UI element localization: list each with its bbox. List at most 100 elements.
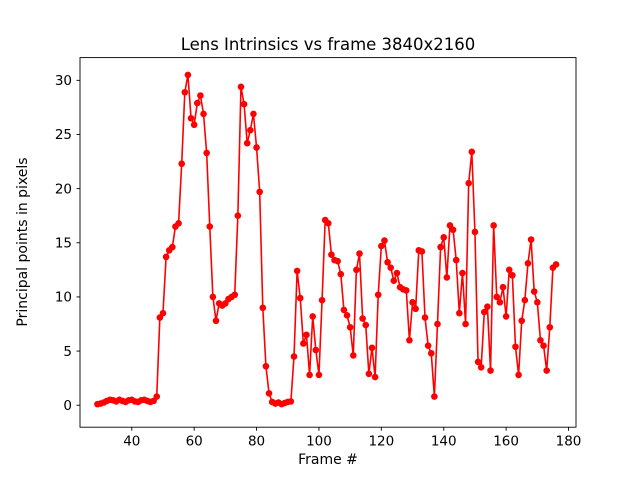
data-point-marker (187, 114, 195, 122)
data-point-marker (390, 277, 398, 284)
data-point-marker (300, 340, 307, 347)
x-tick-label: 60 (186, 434, 203, 450)
data-point-marker (512, 343, 519, 351)
x-tick-label: 180 (556, 434, 582, 450)
y-tick-label: 30 (55, 73, 72, 89)
data-point-marker (459, 269, 466, 277)
data-point-marker (293, 267, 301, 275)
data-point-marker (537, 336, 544, 344)
data-point-marker (243, 139, 251, 147)
data-point-marker (359, 315, 366, 322)
data-point-marker (200, 110, 207, 118)
axis-ticks: 40 60 80 100 120 140 160 180 0 5 10 15 20 25 30 (55, 73, 582, 450)
data-point-marker (434, 320, 441, 328)
data-point-marker (524, 260, 532, 267)
data-point-marker (521, 296, 529, 304)
data-point-marker (231, 291, 239, 299)
data-point-marker (490, 222, 497, 229)
data-point-marker (406, 336, 413, 344)
data-point-marker (546, 323, 554, 331)
data-point-marker (309, 313, 317, 320)
data-point-marker (250, 110, 257, 118)
y-axis-label: Principal points in pixels (15, 157, 31, 326)
data-point-marker (318, 296, 326, 304)
data-point-marker (368, 344, 376, 352)
y-tick-label: 20 (55, 181, 72, 197)
data-point-marker (159, 309, 167, 317)
data-point-marker (181, 88, 189, 96)
data-point-marker (259, 304, 267, 312)
x-tick-label: 80 (248, 434, 265, 450)
data-point-marker (306, 371, 313, 379)
data-point-marker (162, 253, 170, 261)
data-point-marker (393, 269, 401, 277)
data-point-marker (175, 219, 182, 227)
data-point-marker (356, 250, 363, 257)
data-point-marker (437, 243, 444, 251)
data-point-marker (303, 331, 310, 339)
data-point-marker (449, 226, 457, 234)
data-point-marker (325, 219, 332, 227)
data-point-marker (440, 234, 448, 241)
data-point-marker (296, 294, 304, 302)
data-point-marker (493, 293, 501, 301)
data-point-marker (505, 266, 513, 274)
data-point-marker (256, 188, 263, 196)
data-point-marker (418, 248, 426, 255)
data-point-marker (474, 358, 482, 366)
data-point-marker (534, 299, 541, 306)
data-point-marker (502, 313, 510, 320)
data-point-marker (552, 261, 560, 268)
data-point-marker (315, 371, 323, 379)
data-point-marker (287, 398, 295, 405)
data-point-marker (212, 317, 220, 325)
data-point-marker (412, 305, 419, 313)
x-tick-label: 40 (123, 434, 140, 450)
data-point-marker (247, 126, 254, 134)
data-point-marker (462, 320, 469, 328)
y-tick-label: 0 (63, 398, 72, 414)
data-series (94, 71, 560, 408)
data-point-marker (471, 228, 479, 236)
data-point-marker (540, 342, 547, 349)
data-point-marker (456, 309, 463, 317)
data-point-marker (206, 223, 214, 230)
y-tick-label: 10 (55, 290, 72, 306)
data-point-marker (499, 283, 507, 291)
data-point-marker (387, 264, 395, 271)
data-point-marker (193, 99, 201, 107)
plot-border (79, 57, 577, 428)
data-point-marker (237, 83, 245, 91)
data-point-marker (343, 312, 351, 319)
data-point-marker (262, 362, 270, 370)
data-point-marker (340, 306, 348, 314)
data-point-marker (371, 373, 379, 381)
y-tick-label: 25 (55, 127, 72, 143)
x-tick-label: 160 (493, 434, 519, 450)
data-point-marker (421, 314, 429, 321)
data-point-marker (312, 346, 320, 354)
plot-area (80, 57, 576, 428)
data-point-marker (384, 258, 391, 266)
data-point-marker (480, 308, 488, 316)
data-point-marker (346, 323, 354, 331)
data-point-marker (465, 179, 472, 187)
data-point-marker (209, 293, 217, 301)
data-point-marker (374, 291, 382, 299)
data-point-marker (427, 349, 435, 357)
data-point-marker (184, 71, 192, 79)
data-point-marker (240, 100, 248, 108)
data-point-marker (527, 236, 535, 243)
data-point-marker (290, 353, 298, 360)
data-point-marker (349, 352, 357, 359)
data-point-marker (530, 288, 538, 295)
data-point-marker (477, 364, 485, 371)
data-point-marker (265, 390, 273, 397)
data-point-marker (365, 370, 373, 378)
data-point-marker (496, 299, 504, 306)
data-point-marker (518, 317, 526, 325)
data-point-marker (515, 371, 522, 379)
data-point-marker (203, 149, 210, 157)
data-point-marker (334, 257, 341, 265)
data-point-marker (509, 271, 516, 279)
